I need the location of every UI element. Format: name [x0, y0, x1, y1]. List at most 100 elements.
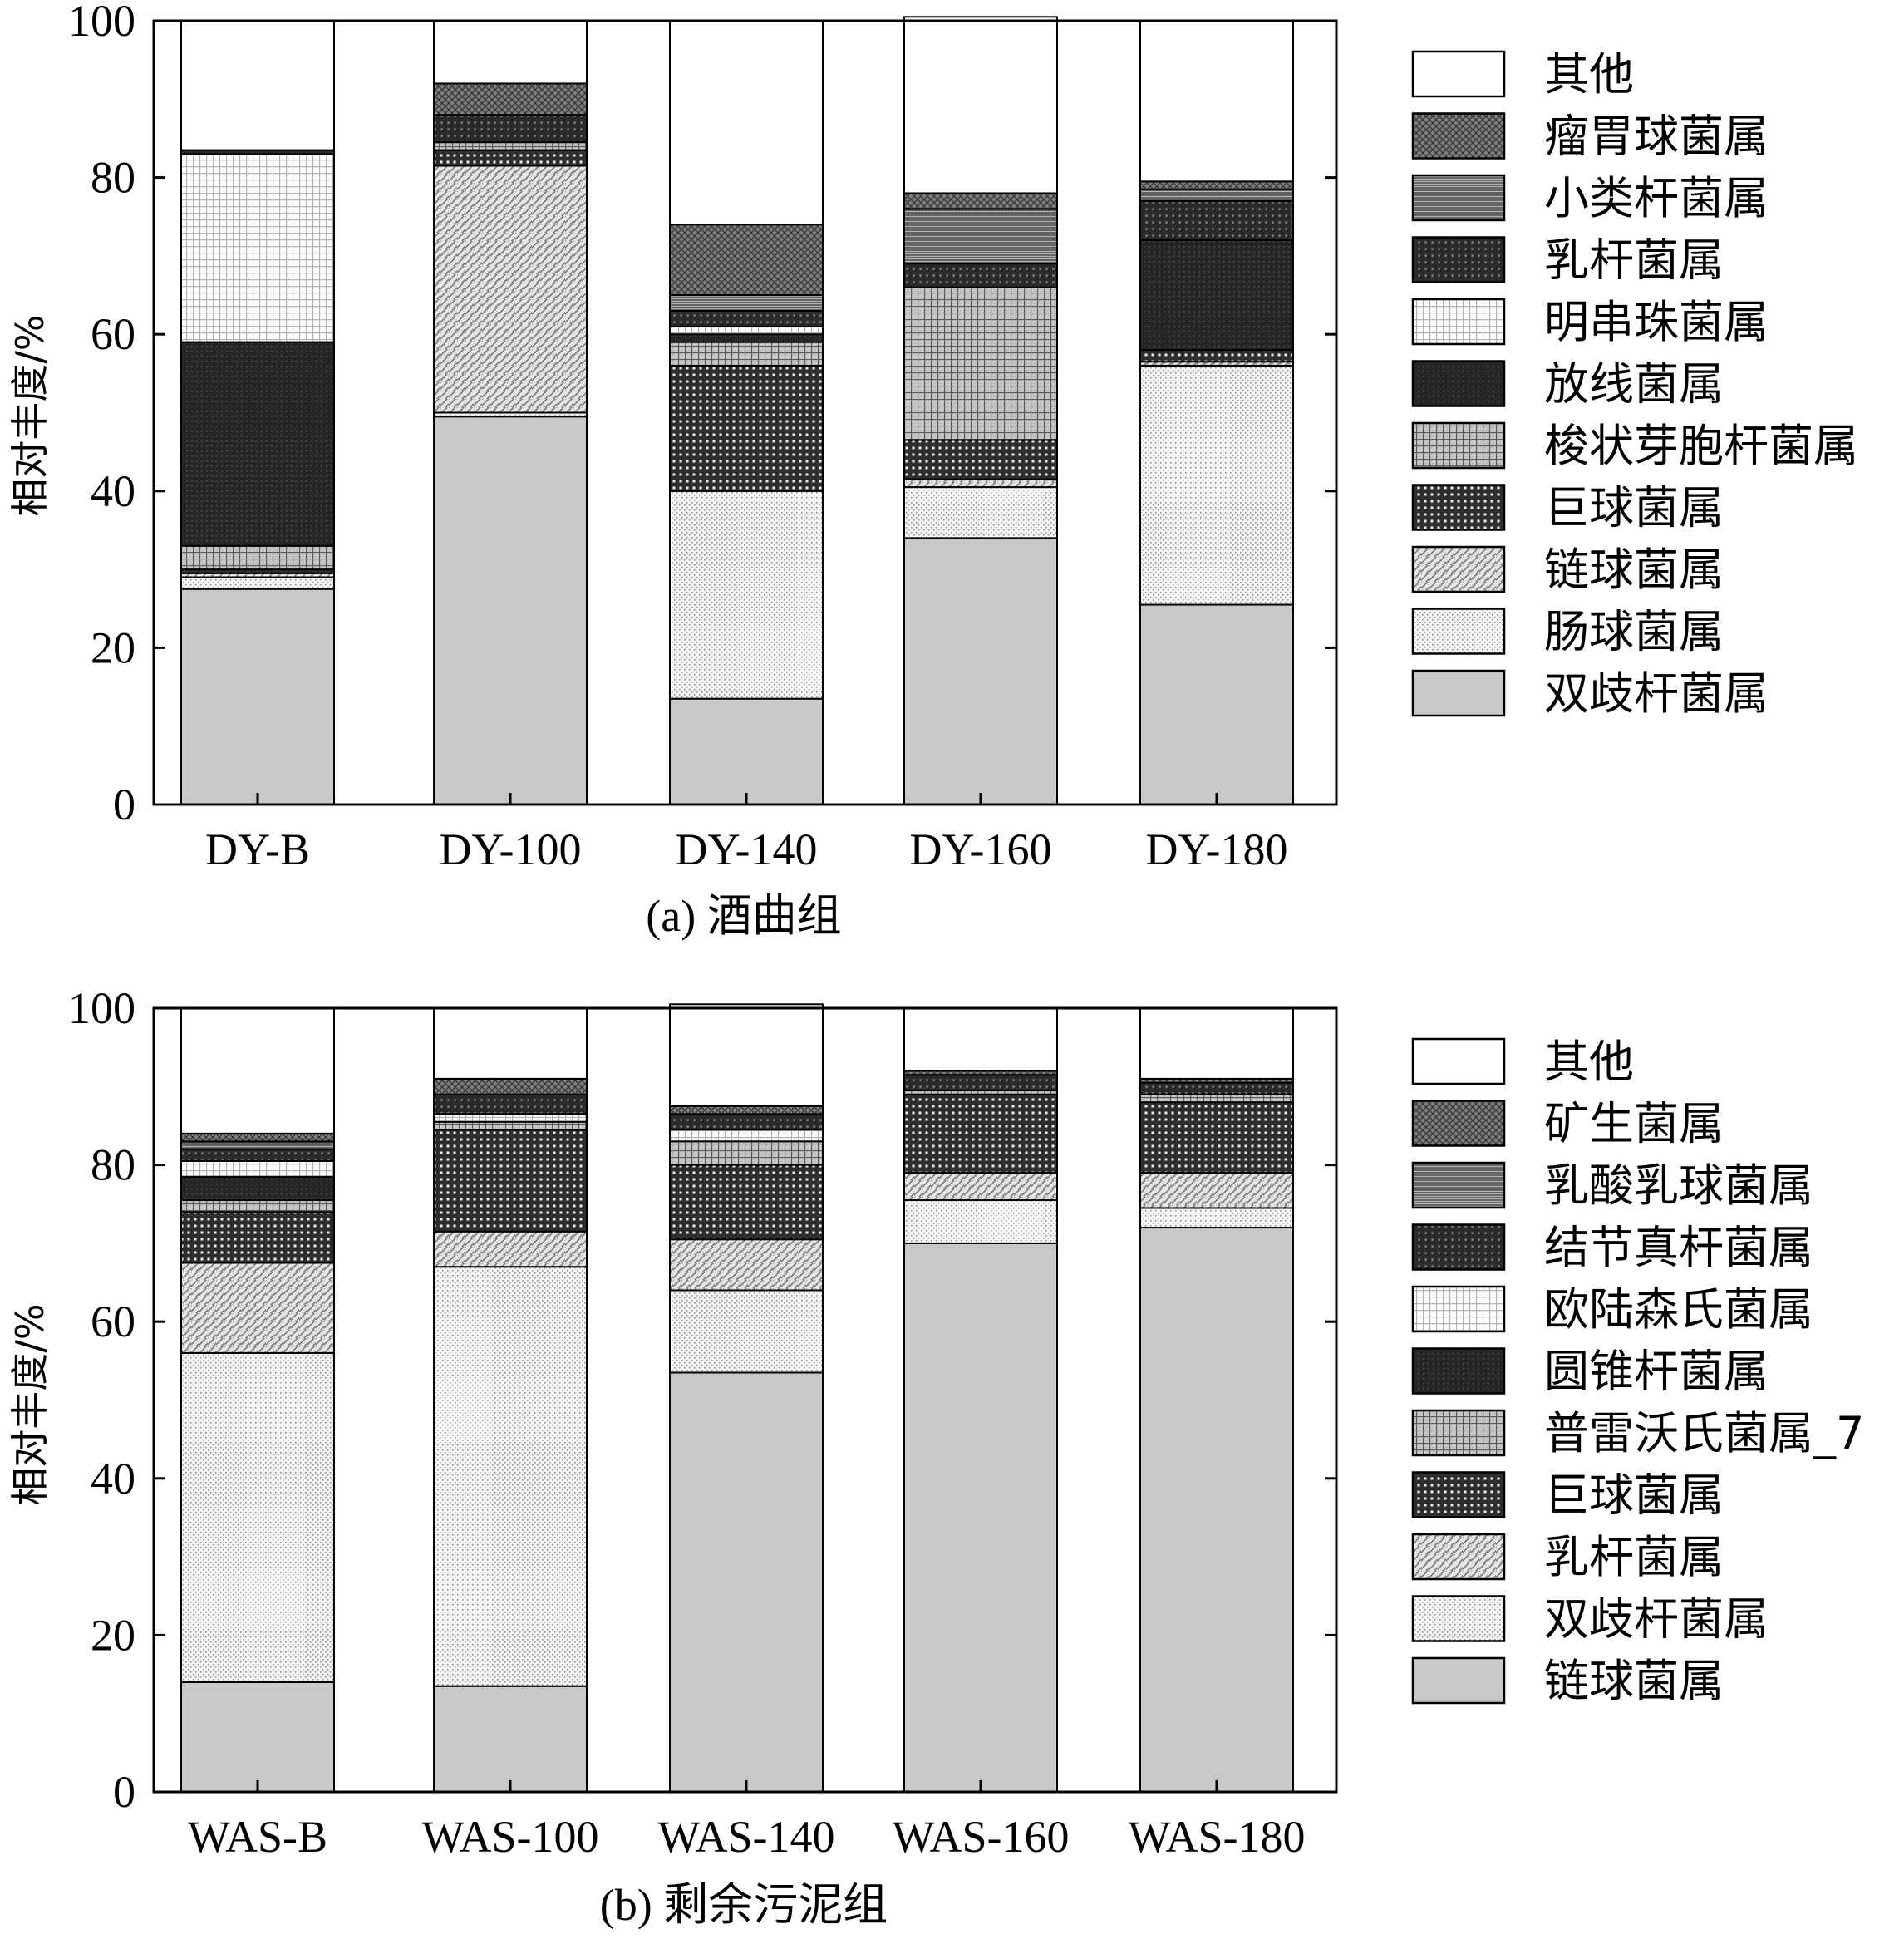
- bar-segment-was-b-巨球菌属: [180, 1211, 335, 1264]
- legend-swatch-其他: [1411, 1037, 1506, 1085]
- bar-segment-dy-100-梭状芽胞杆菌属: [433, 141, 588, 151]
- legend-label-乳酸乳球菌属: 乳酸乳球菌属: [1544, 1159, 1813, 1212]
- legend-label-其他: 其他: [1544, 48, 1634, 101]
- x-tick-label: DY-B: [205, 824, 310, 874]
- legend-swatch-普雷沃氏菌属-7: [1411, 1409, 1506, 1457]
- bar-segment-dy-160-肠球菌属: [903, 486, 1058, 539]
- bar-segment-was-100-矿生菌属: [433, 1077, 588, 1095]
- x-tick-label: DY-140: [676, 824, 818, 874]
- legend-swatch-巨球菌属: [1411, 1471, 1506, 1518]
- bar-segment-dy-100-链球菌属: [433, 165, 588, 414]
- bar-segment-dy-100-瘤胃球菌属: [433, 82, 588, 116]
- legend-swatch-乳酸乳球菌属: [1411, 1161, 1506, 1209]
- legend-label-瘤胃球菌属: 瘤胃球菌属: [1544, 111, 1769, 163]
- legend-label-乳杆菌属: 乳杆菌属: [1544, 1531, 1724, 1583]
- bar-segment-was-100-链球菌属: [433, 1685, 588, 1793]
- bar-segment-dy-140-双歧杆菌属: [669, 697, 824, 806]
- bar-segment-dy-160-双歧杆菌属: [903, 537, 1058, 805]
- panel-b: WAS-B WAS-100 WAS-140 WAS-160 WAS-180 0 20 40 60…: [7, 983, 1864, 1930]
- bar-segment-dy-180-巨球菌属: [1139, 349, 1294, 363]
- bar-segment-was-140-乳杆菌属: [669, 1238, 824, 1292]
- bar-segment-dy-b-双歧杆菌属: [180, 588, 335, 805]
- legend-label-普雷沃氏菌属-7: 普雷沃氏菌属_7: [1544, 1407, 1864, 1459]
- bar-segment-dy-160-其他: [903, 16, 1058, 194]
- panel-b-ylabel: 相对丰度/%: [7, 1303, 52, 1505]
- bar-segment-was-160-链球菌属: [903, 1242, 1058, 1793]
- bar-segment-dy-140-瘤胃球菌属: [669, 224, 824, 297]
- legend-label-乳杆菌属: 乳杆菌属: [1544, 234, 1724, 287]
- bar-segment-was-b-其他: [180, 1007, 335, 1134]
- bar-segment-was-140-结节真杆菌属: [669, 1113, 824, 1131]
- legend-swatch-双歧杆菌属: [1411, 669, 1506, 717]
- bar-segment-was-180-乳杆菌属: [1139, 1172, 1294, 1209]
- legend-swatch-乳杆菌属: [1411, 236, 1506, 283]
- y-tick-label: 0: [113, 1767, 135, 1817]
- legend-swatch-肠球菌属: [1411, 608, 1506, 655]
- y-tick-label: 60: [91, 1297, 135, 1346]
- y-tick-label: 100: [68, 983, 135, 1033]
- panel-b-caption: (b) 剩余污泥组: [600, 1880, 888, 1930]
- y-tick-label: 100: [68, 0, 135, 46]
- bar-segment-was-160-双歧杆菌属: [903, 1199, 1058, 1244]
- bar-segment-dy-160-乳杆菌属: [903, 263, 1058, 288]
- bar-segment-was-140-其他: [669, 1003, 824, 1107]
- legend-label-双歧杆菌属: 双歧杆菌属: [1544, 1593, 1769, 1646]
- bar-segment-was-180-结节真杆菌属: [1139, 1081, 1294, 1095]
- panel-a-ylabel: 相对丰度/%: [7, 314, 52, 516]
- bar-segment-dy-b-肠球菌属: [180, 576, 335, 590]
- legend-swatch-瘤胃球菌属: [1411, 112, 1506, 160]
- bar-segment-dy-140-小类杆菌属: [669, 294, 824, 312]
- legend-label-欧陆森氏菌属: 欧陆森氏菌属: [1544, 1283, 1813, 1336]
- bar-segment-dy-b-放线菌属: [180, 341, 335, 547]
- legend-swatch-小类杆菌属: [1411, 174, 1506, 222]
- x-tick-label: WAS-140: [658, 1812, 835, 1862]
- bar-segment-dy-140-巨球菌属: [669, 364, 824, 492]
- panel-b-axes: WAS-B WAS-100 WAS-140 WAS-160 WAS-180 0 20 40 60…: [68, 983, 1338, 1862]
- legend-swatch-链球菌属: [1411, 1656, 1506, 1705]
- bar-segment-dy-100-其他: [433, 20, 588, 85]
- bar-segment-was-b-矿生菌属: [180, 1132, 335, 1143]
- bar-segment-was-100-结节真杆菌属: [433, 1093, 588, 1115]
- bar-segment-was-180-普雷沃氏菌属-7: [1139, 1093, 1294, 1104]
- bar-segment-dy-180-乳杆菌属: [1139, 199, 1294, 242]
- legend-swatch-结节真杆菌属: [1411, 1223, 1506, 1271]
- bar-segment-dy-100-乳杆菌属: [433, 114, 588, 144]
- legend-swatch-圆锥杆菌属: [1411, 1347, 1506, 1395]
- bar-segment-was-140-链球菌属: [669, 1371, 824, 1793]
- bar-segment-dy-160-链球菌属: [903, 478, 1058, 489]
- bar-segment-was-160-巨球菌属: [903, 1093, 1058, 1174]
- bar-segment-was-b-乳酸乳球菌属: [180, 1140, 335, 1150]
- legend-label-链球菌属: 链球菌属: [1544, 1655, 1724, 1707]
- legend-label-明串珠菌属: 明串珠菌属: [1544, 296, 1769, 348]
- legend-swatch-明串珠菌属: [1411, 298, 1506, 346]
- bar-segment-dy-140-乳杆菌属: [669, 309, 824, 327]
- x-tick-label: WAS-160: [893, 1812, 1070, 1862]
- y-tick-label: 20: [91, 1610, 135, 1660]
- bar-segment-was-180-巨球菌属: [1139, 1101, 1294, 1174]
- bar-segment-dy-180-放线菌属: [1139, 239, 1294, 352]
- legend-label-其他: 其他: [1544, 1036, 1634, 1088]
- legend-swatch-欧陆森氏菌属: [1411, 1285, 1506, 1333]
- legend-label-梭状芽胞杆菌属: 梭状芽胞杆菌属: [1544, 420, 1858, 472]
- bar-segment-was-180-双歧杆菌属: [1139, 1207, 1294, 1229]
- bar-segment-was-140-巨球菌属: [669, 1164, 824, 1241]
- x-tick-label: DY-160: [910, 824, 1052, 874]
- bar-segment-was-100-普雷沃氏菌属-7: [433, 1120, 588, 1131]
- bar-segment-dy-b-梭状芽胞杆菌属: [180, 544, 335, 571]
- legend-swatch-矿生菌属: [1411, 1100, 1506, 1147]
- bar-segment-dy-180-小类杆菌属: [1139, 188, 1294, 202]
- legend-swatch-链球菌属: [1411, 545, 1506, 593]
- y-tick-label: 80: [91, 153, 135, 203]
- bar-segment-was-b-圆锥杆菌属: [180, 1175, 335, 1202]
- x-tick-label: WAS-100: [422, 1812, 599, 1862]
- bar-segment-was-b-欧陆森氏菌属: [180, 1159, 335, 1178]
- bar-segment-dy-140-明串珠菌属: [669, 325, 824, 336]
- bar-segment-was-140-矿生菌属: [669, 1105, 824, 1115]
- x-tick-label: WAS-180: [1129, 1812, 1306, 1862]
- bar-segment-dy-160-瘤胃球菌属: [903, 192, 1058, 210]
- y-tick-label: 40: [91, 466, 135, 516]
- bar-segment-was-160-其他: [903, 1007, 1058, 1072]
- panel-a-axes: DY-B DY-100 DY-140 DY-160 DY-180 0 20 40 60 80 100: [68, 0, 1338, 874]
- bar-segment-was-b-普雷沃氏菌属-7: [180, 1199, 335, 1213]
